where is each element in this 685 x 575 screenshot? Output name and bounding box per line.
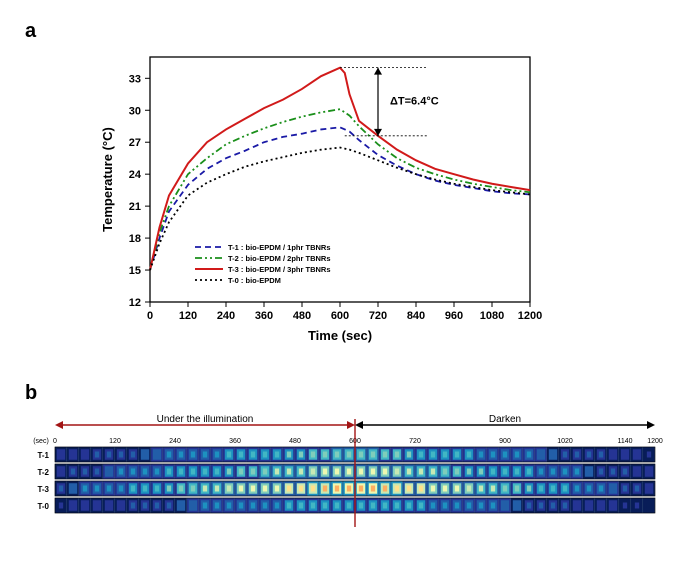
svg-text:15: 15 [129, 265, 141, 277]
svg-text:T-2 : bio-EPDM / 2phr TBNRs: T-2 : bio-EPDM / 2phr TBNRs [228, 254, 331, 263]
svg-text:T-0 : bio-EPDM: T-0 : bio-EPDM [228, 276, 281, 285]
svg-text:720: 720 [409, 438, 421, 445]
panel-b-thermal: Under the illumination Darken (sec) 0 120 240… [25, 415, 660, 555]
panel-a-chart: 0 120 240 360 480 600 720 840 960 1080 1200 12 15 18 2… [95, 47, 660, 352]
svg-text:T-0: T-0 [37, 502, 49, 511]
svg-text:30: 30 [129, 105, 141, 117]
svg-text:T-3: T-3 [37, 485, 49, 494]
svg-text:960: 960 [445, 310, 463, 322]
svg-text:ΔT=6.4°C: ΔT=6.4°C [390, 96, 439, 108]
svg-text:Under the illumination: Under the illumination [157, 415, 254, 425]
svg-text:T-1: T-1 [37, 451, 49, 460]
svg-text:840: 840 [407, 310, 425, 322]
svg-text:27: 27 [129, 137, 141, 149]
svg-text:120: 120 [109, 438, 121, 445]
svg-text:18: 18 [129, 233, 141, 245]
svg-text:33: 33 [129, 73, 141, 85]
svg-text:900: 900 [499, 438, 511, 445]
svg-text:1200: 1200 [647, 438, 663, 445]
panel-a-label: a [25, 20, 660, 43]
svg-text:480: 480 [293, 310, 311, 322]
svg-text:21: 21 [129, 201, 141, 213]
svg-text:720: 720 [369, 310, 387, 322]
svg-text:1140: 1140 [617, 438, 632, 445]
svg-text:360: 360 [255, 310, 273, 322]
svg-text:Darken: Darken [489, 415, 521, 425]
svg-text:1020: 1020 [557, 438, 573, 445]
svg-text:T-2: T-2 [37, 468, 49, 477]
svg-text:(sec): (sec) [33, 438, 49, 445]
panel-b-label: b [25, 382, 660, 405]
svg-text:240: 240 [217, 310, 235, 322]
svg-text:T-1 : bio-EPDM / 1phr TBNRs: T-1 : bio-EPDM / 1phr TBNRs [228, 243, 331, 252]
svg-text:12: 12 [129, 297, 141, 309]
svg-text:360: 360 [229, 438, 241, 445]
thermal-strip-svg: Under the illumination Darken (sec) 0 120 240… [25, 415, 665, 550]
svg-text:1200: 1200 [518, 310, 542, 322]
svg-text:480: 480 [289, 438, 301, 445]
svg-text:Time (sec): Time (sec) [308, 328, 372, 343]
svg-text:0: 0 [53, 438, 57, 445]
svg-text:1080: 1080 [480, 310, 504, 322]
svg-text:120: 120 [179, 310, 197, 322]
svg-text:600: 600 [331, 310, 349, 322]
svg-text:Temperature (°C): Temperature (°C) [100, 127, 115, 232]
line-chart-svg: 0 120 240 360 480 600 720 840 960 1080 1200 12 15 18 2… [95, 47, 545, 347]
svg-text:240: 240 [169, 438, 181, 445]
svg-text:0: 0 [147, 310, 153, 322]
svg-text:T-3 : bio-EPDM / 3phr TBNRs: T-3 : bio-EPDM / 3phr TBNRs [228, 265, 331, 274]
svg-text:24: 24 [129, 169, 142, 181]
